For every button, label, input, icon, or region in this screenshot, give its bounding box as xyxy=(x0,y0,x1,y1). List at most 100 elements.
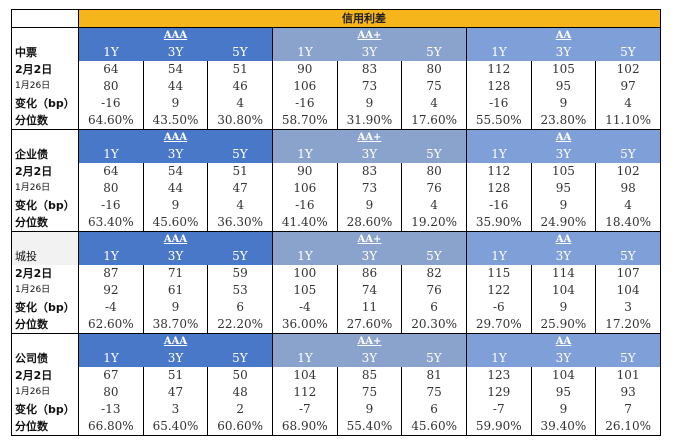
tenor-header: 3Y xyxy=(143,44,208,61)
block-label: 中票 xyxy=(11,27,79,61)
value-cell: -16 xyxy=(465,197,532,214)
value-cell: 105 xyxy=(271,282,338,299)
value-cell: 53 xyxy=(207,282,273,299)
value-cell: 112 xyxy=(465,61,532,78)
value-cell: 64 xyxy=(103,164,119,178)
row-label: 变化（bp） xyxy=(11,197,79,214)
value-cell: -16 xyxy=(101,198,121,212)
row-label: 分位数 xyxy=(11,214,79,232)
rating-header-row: 中票 AAA AA+ AA xyxy=(11,27,661,61)
value-cell: 9 xyxy=(336,197,402,214)
tenor-header: 1Y xyxy=(271,350,338,367)
row-label: 1月26日 xyxy=(11,180,79,197)
value-cell: 24.90% xyxy=(530,214,596,232)
block-label: 企业债 xyxy=(11,129,79,163)
value-cell: 19.20% xyxy=(401,214,467,232)
value-cell: 59.90% xyxy=(465,418,532,436)
tenor-header: 3Y xyxy=(143,248,208,265)
tenor-header: 3Y xyxy=(143,146,208,163)
value-cell: 58.70% xyxy=(271,112,338,130)
table-row: 2月2日 67 51 50 104 85 81 123 104 101 xyxy=(11,367,661,384)
value-cell: 95 xyxy=(530,384,596,401)
tenor-header: 3Y xyxy=(337,248,402,265)
value-cell: 60.60% xyxy=(207,418,273,436)
value-cell: 9 xyxy=(336,95,402,112)
rating-header: AA xyxy=(465,333,661,350)
value-cell: 75 xyxy=(401,78,467,95)
row-label: 变化（bp） xyxy=(11,299,79,316)
value-cell: 51 xyxy=(207,61,273,78)
credit-spread-table-container: 信用利差 中票 AAA AA+ AA 1Y 3Y 5Y 1Y 3Y 5Y 1Y 3Y 5Y 2月2日 64 5… xyxy=(11,9,661,436)
tenor-header: 3Y xyxy=(337,44,402,61)
value-cell: -7 xyxy=(271,401,338,418)
tenor-header: 5Y xyxy=(207,146,273,163)
rating-header: AA+ xyxy=(271,231,467,248)
value-cell: 100 xyxy=(271,265,338,282)
value-cell: 31.90% xyxy=(336,112,402,130)
tenor-header: 3Y xyxy=(531,248,596,265)
value-cell: 18.40% xyxy=(595,214,661,232)
value-cell: 3 xyxy=(142,401,208,418)
value-cell: 82 xyxy=(401,265,467,282)
value-cell: 9 xyxy=(530,95,596,112)
corner-cell xyxy=(11,9,79,28)
tenor-header: 1Y xyxy=(78,146,144,163)
value-cell: 75 xyxy=(336,384,402,401)
value-cell: 97 xyxy=(595,78,661,95)
block-label: 公司债 xyxy=(11,333,79,367)
value-cell: 3 xyxy=(595,299,661,316)
rating-header: AA+ xyxy=(271,333,467,350)
value-cell: 80 xyxy=(103,385,119,399)
value-cell: 29.70% xyxy=(465,316,532,334)
row-label: 2月2日 xyxy=(11,265,79,282)
value-cell: 64 xyxy=(103,62,119,76)
tenor-header: 1Y xyxy=(78,44,144,61)
value-cell: 104 xyxy=(530,282,596,299)
value-cell: 9 xyxy=(142,299,208,316)
value-cell: 71 xyxy=(142,265,208,282)
rating-header-row: 公司债 AAA AA+ AA xyxy=(11,333,661,367)
tenor-header: 5Y xyxy=(207,248,273,265)
value-cell: 104 xyxy=(271,367,338,384)
value-cell: 46 xyxy=(207,78,273,95)
tenor-header: 1Y xyxy=(78,350,144,367)
value-cell: 28.60% xyxy=(336,214,402,232)
value-cell: 73 xyxy=(336,180,402,197)
tenor-header: 5Y xyxy=(207,44,273,61)
value-cell: 39.40% xyxy=(530,418,596,436)
value-cell: 105 xyxy=(530,163,596,180)
rating-header: AA xyxy=(465,27,661,44)
tenor-header: 5Y xyxy=(401,146,467,163)
value-cell: 95 xyxy=(530,78,596,95)
rating-header: AAA xyxy=(78,231,273,248)
value-cell: 106 xyxy=(271,180,338,197)
value-cell: 4 xyxy=(401,197,467,214)
value-cell: 17.60% xyxy=(401,112,467,130)
tenor-header: 3Y xyxy=(531,146,596,163)
table-row: 1月26日 80 47 48 112 75 75 129 95 93 xyxy=(11,384,661,401)
value-cell: 44 xyxy=(142,180,208,197)
value-cell: 81 xyxy=(401,367,467,384)
tenor-header: 5Y xyxy=(595,350,661,367)
rating-header: AA+ xyxy=(271,129,467,146)
value-cell: 67 xyxy=(103,368,119,382)
tenor-header: 3Y xyxy=(531,350,596,367)
tenor-header-row: 1Y 3Y 5Y 1Y 3Y 5Y 1Y 3Y 5Y xyxy=(12,146,661,163)
tenor-header: 5Y xyxy=(595,44,661,61)
table-row: 变化（bp） -16 9 4 -16 9 4 -16 9 4 xyxy=(11,197,661,214)
value-cell: 128 xyxy=(465,180,532,197)
value-cell: 129 xyxy=(465,384,532,401)
value-cell: 51 xyxy=(142,367,208,384)
table-row: 1月26日 80 44 47 106 73 76 128 95 98 xyxy=(11,180,661,197)
value-cell: -7 xyxy=(465,401,532,418)
tenor-header: 5Y xyxy=(401,44,467,61)
tenor-header: 3Y xyxy=(143,350,208,367)
title-row: 信用利差 xyxy=(11,9,661,28)
row-label: 分位数 xyxy=(11,112,79,130)
value-cell: 66.80% xyxy=(78,418,144,436)
row-label: 分位数 xyxy=(11,418,79,436)
value-cell: 4 xyxy=(595,197,661,214)
rating-header: AAA xyxy=(78,129,273,146)
value-cell: 48 xyxy=(207,384,273,401)
rating-header: AA xyxy=(465,231,661,248)
